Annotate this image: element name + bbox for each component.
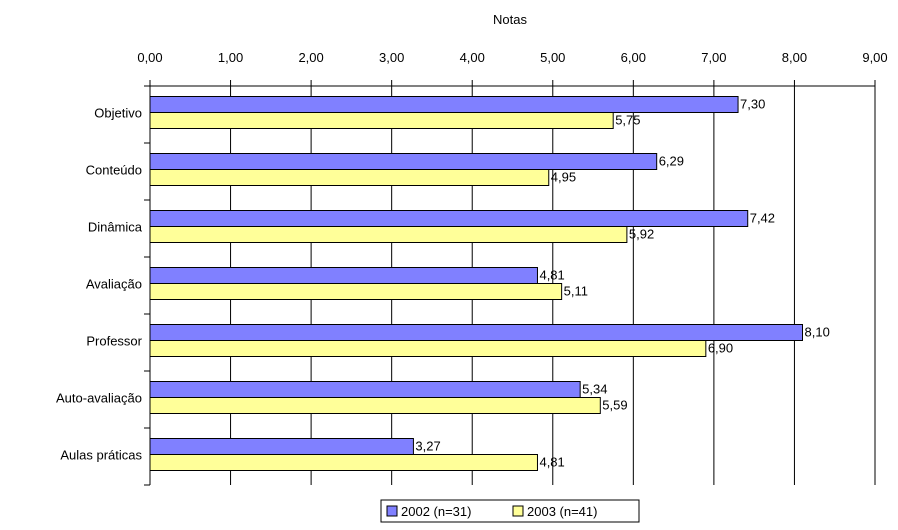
value-label: 8,10 <box>805 325 830 340</box>
value-labels: 7,305,756,294,957,425,924,815,118,106,90… <box>415 97 829 470</box>
x-tick-label: 2,00 <box>298 50 323 65</box>
category-label: Professor <box>86 334 142 349</box>
value-label: 4,81 <box>539 455 564 470</box>
category-label: Conteúdo <box>86 163 142 178</box>
legend-swatch <box>386 505 398 517</box>
category-label: Aulas práticas <box>60 448 142 463</box>
bar-2003-6 <box>149 454 538 471</box>
bar-2002-3 <box>149 267 538 284</box>
category-labels: Objetivo Conteúdo Dinâmica Avaliação Profess… <box>56 106 143 463</box>
bar-2003-2 <box>149 226 628 243</box>
x-tick-label: 8,00 <box>782 50 807 65</box>
bar-2003-1 <box>149 169 550 186</box>
x-tick-label: 5,00 <box>540 50 565 65</box>
value-label: 7,30 <box>740 97 765 112</box>
x-tick-label: 7,00 <box>701 50 726 65</box>
category-label: Avaliação <box>86 277 142 292</box>
value-label: 5,59 <box>602 398 627 413</box>
x-tick-label: 3,00 <box>379 50 404 65</box>
value-label: 4,95 <box>551 170 576 185</box>
bar-2002-6 <box>149 438 414 455</box>
value-label: 3,27 <box>415 439 440 454</box>
legend-swatch <box>512 505 524 517</box>
x-axis-ticks: 0,00 1,00 2,00 3,00 4,00 5,00 6,00 7,00 8,00 9,00 <box>137 50 888 86</box>
bar-2003-5 <box>149 397 601 414</box>
x-tick-label: 0,00 <box>137 50 162 65</box>
value-label: 6,90 <box>708 341 733 356</box>
bar-2003-4 <box>149 340 707 357</box>
value-label: 7,42 <box>750 211 775 226</box>
value-label: 4,81 <box>539 268 564 283</box>
category-label: Dinâmica <box>88 220 143 235</box>
bar-2002-2 <box>149 210 749 227</box>
value-label: 5,92 <box>629 227 654 242</box>
value-label: 6,29 <box>659 154 684 169</box>
category-label: Objetivo <box>94 106 142 121</box>
legend: 2002 (n=31) 2003 (n=41) <box>380 499 640 523</box>
bar-2002-5 <box>149 381 581 398</box>
bar-2002-1 <box>149 153 658 170</box>
x-tick-label: 6,00 <box>621 50 646 65</box>
x-axis-title: Notas <box>493 12 527 27</box>
x-tick-label: 1,00 <box>218 50 243 65</box>
bar-2003-3 <box>149 283 563 300</box>
bars-group <box>149 96 803 471</box>
bar-2003-0 <box>149 112 614 129</box>
value-label: 5,11 <box>564 284 588 299</box>
value-label: 5,75 <box>615 113 640 128</box>
bar-2002-0 <box>149 96 739 113</box>
legend-box <box>380 499 640 523</box>
category-label: Auto-avaliação <box>56 391 142 406</box>
legend-entry: 2002 (n=31) <box>401 504 471 519</box>
value-label: 5,34 <box>582 382 607 397</box>
x-tick-label: 9,00 <box>862 50 887 65</box>
legend-entry: 2003 (n=41) <box>527 504 597 519</box>
bar-2002-4 <box>149 324 803 341</box>
x-tick-label: 4,00 <box>460 50 485 65</box>
